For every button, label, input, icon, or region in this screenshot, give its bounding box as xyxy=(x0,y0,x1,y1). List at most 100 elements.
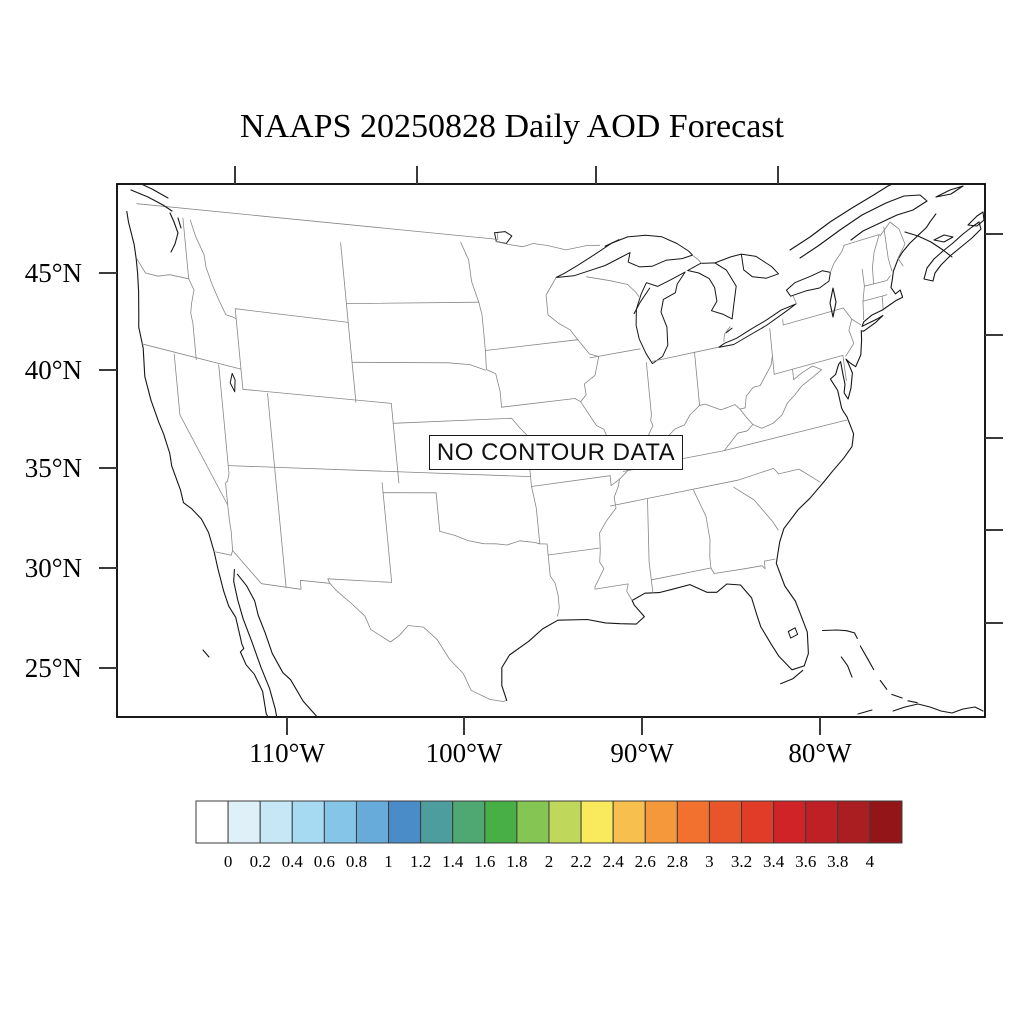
colorbar xyxy=(195,800,903,844)
border-md-de xyxy=(842,355,847,382)
colorbar-tick-label: 3.2 xyxy=(730,852,753,871)
coast-florida-keys xyxy=(780,669,804,685)
border-ca-nv xyxy=(173,353,233,551)
border-ct-ny xyxy=(862,300,864,321)
island-cuba-north xyxy=(892,703,984,714)
colorbar-tick-label: 4 xyxy=(865,852,875,871)
border-sd-ne xyxy=(351,361,486,371)
border-ok-ar-tx xyxy=(531,486,560,617)
colorbar-cell xyxy=(741,800,775,844)
coast-gulf xyxy=(501,583,805,701)
island-isle-royale xyxy=(604,239,620,247)
border-ne-ks xyxy=(392,417,512,424)
border-ny-east xyxy=(861,268,865,302)
border-mt-wy xyxy=(234,308,349,323)
lat-label: 35°N xyxy=(24,453,82,483)
coast-juan-de-fuca xyxy=(130,189,173,212)
border-45n xyxy=(843,234,880,246)
lat-label: 25°N xyxy=(24,653,82,683)
figure-title: NAAPS 20250828 Daily AOD Forecast xyxy=(240,108,784,145)
colorbar-cell xyxy=(323,800,357,844)
border-canada-49n xyxy=(136,203,499,240)
border-mason-dixon xyxy=(773,355,844,375)
border-nv-ut-az xyxy=(218,364,230,506)
border-41n xyxy=(242,388,392,404)
island-cape-breton xyxy=(967,211,984,227)
no-contour-data-label: NO CONTOUR DATA xyxy=(436,439,676,466)
lon-label: 100°W xyxy=(425,738,503,768)
map-frame xyxy=(116,183,986,718)
colorbar-cell xyxy=(612,800,646,844)
border-nh-me xyxy=(883,226,893,272)
island-pei xyxy=(933,234,954,243)
coast-baja-gulf-west xyxy=(233,569,278,716)
colorbar-cell xyxy=(420,800,454,844)
colorbar-tick-label: 2.2 xyxy=(570,852,592,871)
colorbar-tick-label: 2.8 xyxy=(666,852,689,871)
colorbar-cell xyxy=(388,800,422,844)
colorbar-cell xyxy=(837,800,871,844)
coast-atlantic xyxy=(775,213,937,667)
border-il-in xyxy=(644,362,654,444)
lon-label: 110°W xyxy=(249,738,325,768)
border-mt-east xyxy=(340,242,349,323)
border-ia-west xyxy=(485,350,502,408)
lake-ontario xyxy=(785,270,831,297)
border-ga-sc xyxy=(733,486,779,531)
lake-champlain xyxy=(829,287,837,318)
border-nd-sd xyxy=(346,301,480,304)
lat-label: 45°N xyxy=(24,258,82,288)
border-mo-ar xyxy=(531,475,620,487)
border-sault xyxy=(693,255,702,264)
border-mississippi-lower xyxy=(580,401,629,590)
border-az-nm xyxy=(274,473,287,588)
border-wa-or xyxy=(136,258,190,280)
colorbar-cell xyxy=(805,800,839,844)
lat-label: 40°N xyxy=(24,355,82,385)
coast-puget-sound xyxy=(169,212,179,253)
colorbar-tick-label: 3.4 xyxy=(762,852,785,871)
island-crooked xyxy=(891,693,903,699)
colorbar-cell xyxy=(869,800,903,844)
colorbar-tick-label: 3.6 xyxy=(795,852,817,871)
border-wy-west xyxy=(234,308,244,390)
lake-georgian-bay xyxy=(714,253,779,279)
border-va-wv xyxy=(752,369,823,429)
colorbar-cell xyxy=(676,800,710,844)
border-mn-west xyxy=(478,301,486,351)
border-mn-ia xyxy=(485,339,579,351)
colorbar-tick-label: 1 xyxy=(384,852,393,871)
border-ny-nj xyxy=(851,318,862,326)
colorbar-tick-label: 1.2 xyxy=(409,852,432,871)
border-ma-south xyxy=(862,294,888,302)
border-mi-south xyxy=(651,346,719,362)
colorbar-cell xyxy=(484,800,518,844)
colorbar-tick-label: 2 xyxy=(544,852,554,871)
lake-st-clair xyxy=(725,327,733,334)
border-ms-al xyxy=(647,499,654,594)
no-contour-data-box: NO CONTOUR DATA xyxy=(429,435,683,470)
colorbar-tick-label: 0.4 xyxy=(281,852,303,871)
lat-label: 30°N xyxy=(24,553,82,583)
border-37n xyxy=(227,465,531,477)
border-delaware-river xyxy=(843,307,855,357)
coast-st-lawrence-south xyxy=(799,194,928,259)
map-geography xyxy=(126,185,984,716)
colorbar-tick-label: 0.6 xyxy=(313,852,336,871)
border-la-ms xyxy=(594,583,633,601)
border-42n xyxy=(141,343,242,370)
border-nc-sc xyxy=(737,468,821,483)
border-vt-nh xyxy=(872,234,880,285)
colorbar-cell xyxy=(227,800,261,844)
island-anticosti xyxy=(935,185,964,198)
border-pa-ny xyxy=(782,307,844,326)
coast-st-lawrence-north xyxy=(789,185,892,251)
border-ma-north xyxy=(864,275,891,287)
colorbar-cell xyxy=(708,800,743,844)
border-va-nc xyxy=(723,419,849,451)
border-tx-nm xyxy=(327,492,393,584)
lake-of-the-woods xyxy=(494,231,513,244)
colorbar-tick-label: 2.4 xyxy=(602,852,624,871)
